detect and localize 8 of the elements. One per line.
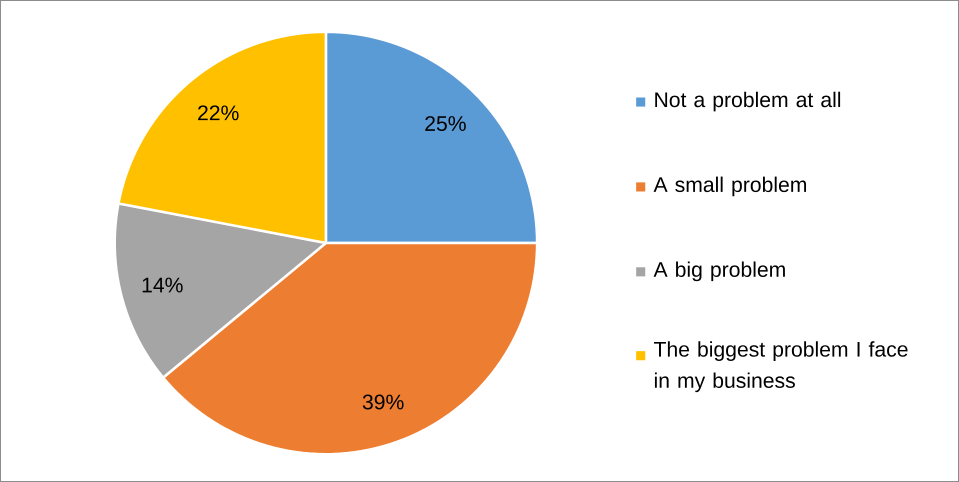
data-label: 14% [142, 278, 183, 292]
legend-label: A small problem [654, 176, 806, 196]
data-label: 39% [362, 394, 404, 410]
legend-label: A big problem [654, 261, 785, 282]
data-label: 22% [198, 105, 239, 120]
data-label: 25% [425, 116, 466, 132]
legend-label: The biggest problem I face in my business [654, 341, 908, 392]
legend-label: Not a problem at all [655, 92, 840, 112]
